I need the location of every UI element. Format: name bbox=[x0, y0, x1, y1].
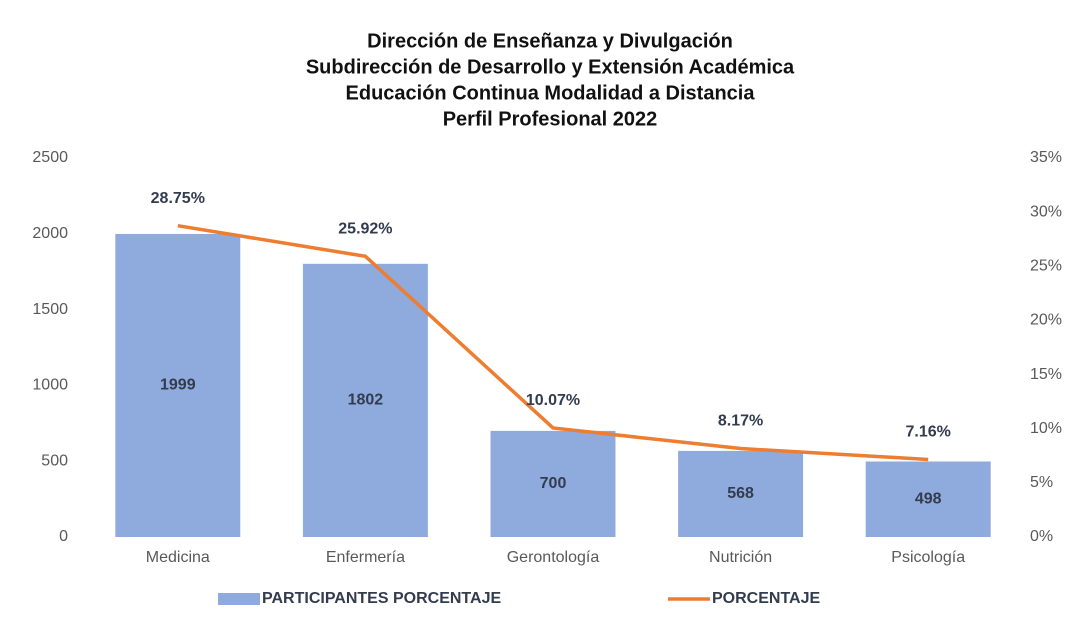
line-label: 8.17% bbox=[718, 413, 763, 430]
line bbox=[177, 223, 929, 462]
bar-label: 1999 bbox=[160, 377, 196, 394]
bar bbox=[678, 450, 804, 537]
bar bbox=[865, 461, 991, 537]
y2-tick-label: 25% bbox=[1030, 258, 1062, 275]
chart-title: Dirección de Enseñanza y Divulgación bbox=[367, 30, 733, 52]
chart-title: Educación Continua Modalidad a Distancia bbox=[346, 82, 756, 104]
bar bbox=[302, 263, 428, 537]
bar bbox=[115, 233, 241, 537]
legend-label: PARTICIPANTES PORCENTAJE bbox=[262, 590, 501, 607]
x-tick-label: Medicina bbox=[146, 549, 210, 566]
y2-tick-label: 15% bbox=[1030, 366, 1062, 383]
bar-label: 1802 bbox=[348, 392, 384, 409]
y-tick-label: 1000 bbox=[32, 377, 68, 394]
y-tick-label: 0 bbox=[59, 528, 68, 545]
bar bbox=[490, 430, 616, 537]
y-tick-label: 500 bbox=[41, 452, 68, 469]
y-tick-label: 2500 bbox=[32, 149, 68, 166]
line-label: 7.16% bbox=[906, 424, 951, 441]
chart-title: Subdirección de Desarrollo y Extensión A… bbox=[306, 56, 795, 78]
x-tick-label: Nutrición bbox=[709, 549, 772, 566]
y2-tick-label: 35% bbox=[1030, 149, 1062, 166]
x-tick-label: Enfermería bbox=[326, 549, 405, 566]
bar-label: 498 bbox=[915, 490, 942, 507]
x-tick-label: Psicología bbox=[891, 549, 965, 566]
y2-tick-label: 5% bbox=[1030, 474, 1053, 491]
y2-tick-label: 0% bbox=[1030, 528, 1053, 545]
line-label: 10.07% bbox=[526, 392, 580, 409]
line-label: 25.92% bbox=[338, 221, 392, 238]
legend-swatch bbox=[218, 593, 260, 605]
bar-label: 568 bbox=[727, 485, 754, 502]
legend-label: PORCENTAJE bbox=[712, 590, 820, 607]
y-tick-label: 2000 bbox=[32, 225, 68, 242]
x-tick-label: Gerontología bbox=[507, 549, 600, 566]
line-label: 28.75% bbox=[151, 190, 205, 207]
y2-tick-label: 20% bbox=[1030, 312, 1062, 329]
chart-title: Perfil Profesional 2022 bbox=[443, 108, 658, 130]
y2-tick-label: 30% bbox=[1030, 203, 1062, 220]
y2-tick-label: 10% bbox=[1030, 420, 1062, 437]
bar-label: 700 bbox=[540, 475, 567, 492]
y-tick-label: 1500 bbox=[32, 301, 68, 318]
